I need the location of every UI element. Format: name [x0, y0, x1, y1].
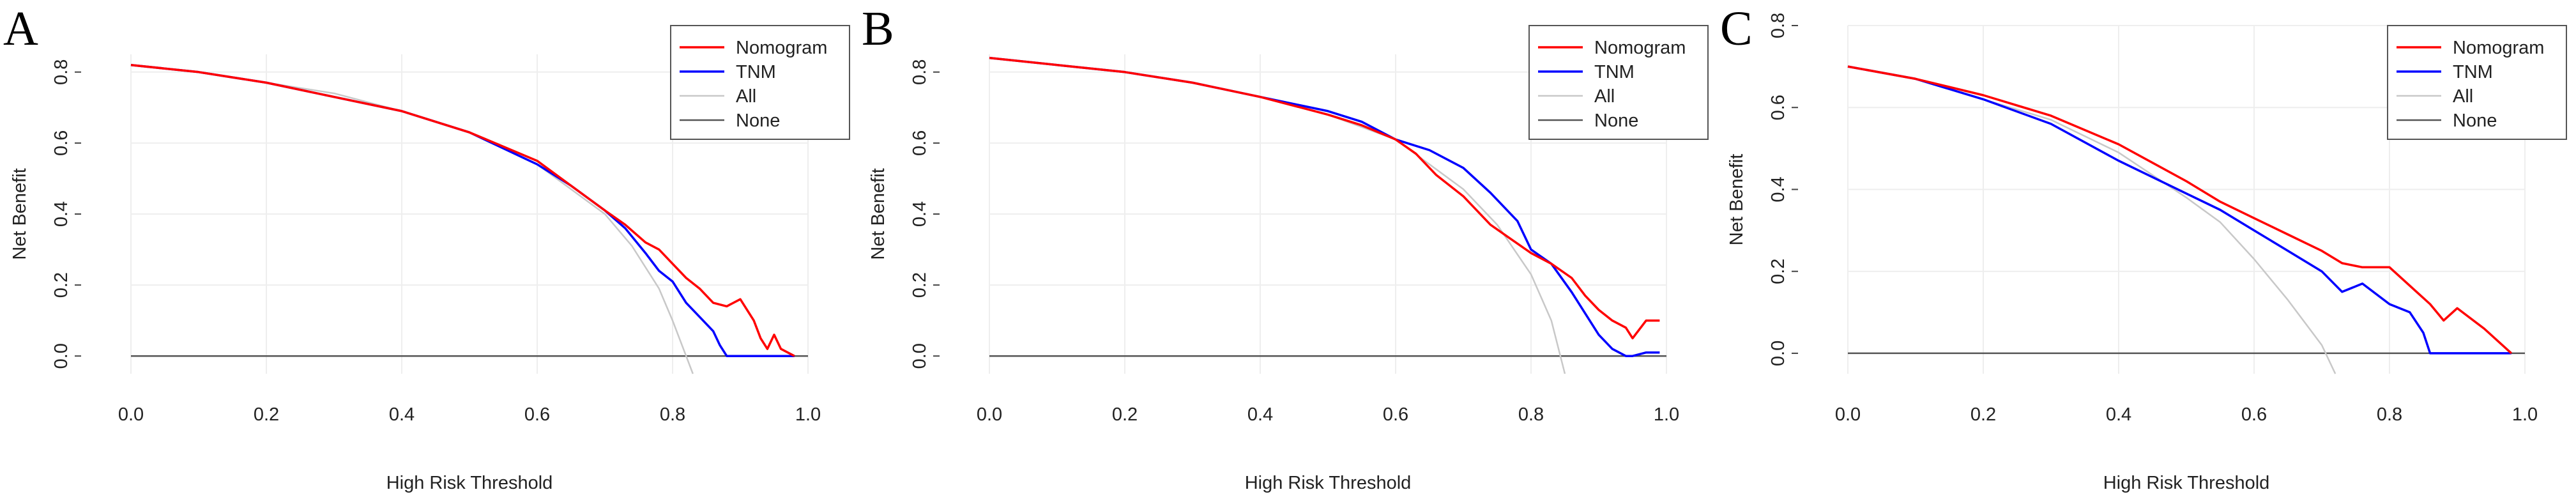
legend-label-tnm: TNM	[736, 62, 776, 82]
legend-label-all: All	[2453, 86, 2473, 107]
x-axis-title: High Risk Threshold	[2103, 473, 2270, 493]
x-tick-label: 0.6	[524, 404, 550, 425]
y-tick-label: 0.6	[51, 130, 72, 156]
legend-label-tnm: TNM	[2453, 62, 2493, 82]
panel-label-b: B	[862, 2, 894, 56]
y-axis-title: Net Benefit	[10, 168, 30, 259]
y-tick-label: 0.4	[910, 201, 930, 227]
y-tick-label: 0.4	[51, 201, 72, 227]
legend-label-nomogram: Nomogram	[2453, 38, 2544, 58]
series-line-all	[1847, 65, 2336, 374]
legend-label-none: None	[736, 111, 780, 131]
x-tick-label: 0.4	[2106, 404, 2131, 425]
y-tick-label: 0.8	[51, 59, 72, 85]
x-tick-label: 0.4	[389, 404, 415, 425]
series-line-nomogram	[989, 56, 1660, 340]
y-tick-label: 0.6	[910, 130, 930, 156]
x-tick-label: 0.8	[1518, 404, 1544, 425]
legend-a: Nomogram TNM All None	[670, 25, 850, 140]
y-tick-label: 0.0	[1768, 341, 1788, 366]
legend-label-tnm: TNM	[1594, 62, 1635, 82]
chart-a: A 0.0 0.2 0.4 0.6 0.8 1.0 0.0 0.2 0.4 0.6 0.8 High R…	[3, 2, 850, 493]
x-tick-label: 1.0	[2512, 404, 2538, 425]
y-tick-label: 0.4	[1768, 176, 1788, 202]
legend-label-none: None	[1594, 111, 1638, 131]
panel-label-c: C	[1720, 2, 1753, 56]
series-line-nomogram	[1847, 65, 2512, 355]
x-tick-label: 0.0	[118, 404, 144, 425]
series-line-all	[130, 64, 694, 374]
legend-label-nomogram: Nomogram	[736, 38, 827, 58]
legend-label-nomogram: Nomogram	[1594, 38, 1686, 58]
panel-label-a: A	[3, 2, 38, 56]
x-tick-label: 0.2	[1112, 404, 1138, 425]
y-tick-label: 0.2	[910, 272, 930, 298]
x-axis-title: High Risk Threshold	[1245, 473, 1412, 493]
y-axis-title: Net Benefit	[868, 168, 888, 259]
chart-b: B 0.0 0.2 0.4 0.6 0.8 1.0 0.0 0.2 0.4 0.6 0.8 High R…	[862, 2, 1709, 493]
panel-b: B 0.0 0.2 0.4 0.6 0.8 1.0 0.0 0.2 0.4 0.6 0.8 High R…	[858, 0, 1717, 499]
x-tick-label: 0.0	[977, 404, 1002, 425]
x-tick-label: 0.4	[1247, 404, 1273, 425]
legend-b: Nomogram TNM All None	[1528, 25, 1709, 140]
panel-c: C 0.0 0.2 0.4 0.6 0.8 1.0 0.0 0.2 0.4 0.6 0.8 High R…	[1717, 0, 2575, 499]
y-tick-label: 0.0	[910, 343, 930, 369]
x-tick-label: 0.6	[1383, 404, 1408, 425]
legend-label-all: All	[736, 86, 756, 107]
x-tick-label: 0.6	[2241, 404, 2267, 425]
x-tick-label: 0.2	[1970, 404, 1996, 425]
legend-label-none: None	[2453, 111, 2497, 131]
legend-c: Nomogram TNM All None	[2387, 25, 2567, 140]
y-tick-label: 0.8	[910, 59, 930, 85]
x-tick-label: 0.8	[2377, 404, 2402, 425]
x-tick-label: 1.0	[1654, 404, 1679, 425]
series-line-all	[989, 57, 1566, 374]
x-tick-label: 1.0	[795, 404, 821, 425]
legend-label-all: All	[1594, 86, 1615, 107]
x-axis-title: High Risk Threshold	[386, 473, 553, 493]
panel-a: A 0.0 0.2 0.4 0.6 0.8 1.0 0.0 0.2 0.4 0.6 0.8 High R…	[0, 0, 858, 499]
x-tick-label: 0.2	[254, 404, 279, 425]
y-tick-label: 0.2	[1768, 259, 1788, 284]
y-axis-title: Net Benefit	[1726, 154, 1747, 245]
y-tick-label: 0.0	[51, 343, 72, 369]
series-line-tnm	[1847, 65, 2511, 355]
y-tick-label: 0.6	[1768, 95, 1788, 120]
x-tick-label: 0.0	[1835, 404, 1861, 425]
x-tick-label: 0.8	[660, 404, 685, 425]
y-tick-label: 0.8	[1768, 13, 1788, 38]
series-line-nomogram	[130, 63, 795, 357]
chart-c: C 0.0 0.2 0.4 0.6 0.8 1.0 0.0 0.2 0.4 0.6 0.8 High R…	[1720, 2, 2567, 493]
y-tick-label: 0.2	[51, 272, 72, 298]
